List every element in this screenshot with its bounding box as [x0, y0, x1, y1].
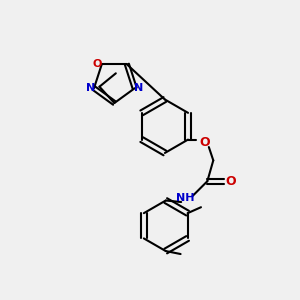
Text: N: N	[86, 83, 95, 93]
Text: O: O	[225, 175, 236, 188]
Text: O: O	[93, 59, 102, 69]
Text: O: O	[199, 136, 210, 149]
Text: N: N	[134, 83, 143, 93]
Text: NH: NH	[176, 193, 194, 202]
